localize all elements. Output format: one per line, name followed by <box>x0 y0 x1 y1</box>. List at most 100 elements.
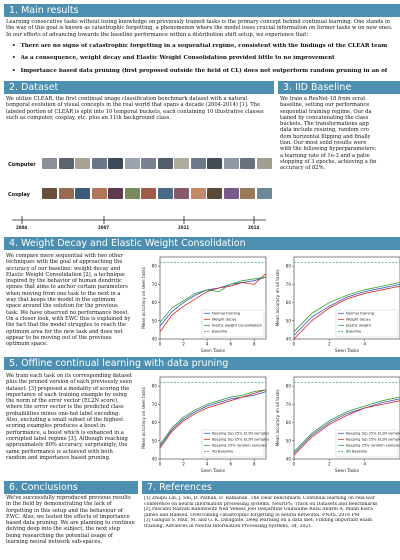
iid-line: We train a ResNet-18 from scrat <box>280 96 366 102</box>
dataset-thumbnail <box>42 188 57 199</box>
legend-entry: Baseline <box>212 330 228 334</box>
legend-entry: Elastic weight <box>346 324 372 328</box>
dataset-thumbnail <box>190 188 206 199</box>
section-header-pruning: 5. Offline continual learning with data … <box>4 357 400 370</box>
dataset-thumbnail <box>124 158 140 169</box>
series-line <box>159 389 267 449</box>
x-tick-label: 0 <box>159 342 162 347</box>
y-tick-label: 80 <box>286 264 292 269</box>
y-tick-label: 40 <box>152 457 158 462</box>
x-axis-label: Seen Tasks <box>335 348 360 353</box>
weight-decay-text: We compare mere sequential with two othe… <box>6 253 131 348</box>
x-axis-label: Seen Tasks <box>335 468 360 473</box>
legend <box>335 429 399 458</box>
dataset-text: We utilize CLEAR, the first continual im… <box>6 96 264 121</box>
iid-line: accuracy of 82%. <box>280 165 326 172</box>
legend-entry: Keeping 25% random samples <box>212 444 267 448</box>
timeline <box>12 216 266 224</box>
dataset-thumbnail <box>256 188 272 199</box>
dataset-thumbnail <box>207 188 222 199</box>
x-tick-label: 4 <box>206 342 209 347</box>
main-results-bullet-2: As a consequence, weight decay and Elast… <box>12 55 400 61</box>
legend <box>335 309 399 338</box>
plot-frame <box>293 376 400 460</box>
dataset-thumbnail <box>223 158 239 169</box>
series-line <box>159 276 267 327</box>
iid-text: We train a ResNet-18 from scrat baseline,… <box>280 96 400 172</box>
x-tick-label: 4 <box>363 342 366 347</box>
section-header-iid-baseline: 3. IID Baseline <box>278 81 400 94</box>
reference-line: [1] Zhiqiu Lin, J. Shi, D. Pathak, D. Ra… <box>144 496 375 501</box>
section-header-references: 7. References <box>142 481 400 494</box>
series-line <box>293 285 400 340</box>
y-tick-label: 60 <box>286 420 292 425</box>
x-tick-label: 0 <box>293 462 296 467</box>
dataset-thumbnail <box>58 158 74 169</box>
references-list: [1] Zhiqiu Lin, J. Shi, D. Pathak, D. Ra… <box>144 496 400 530</box>
legend-entry: Keeping 25% random samples <box>346 444 400 448</box>
iid-line: tion. Our most solid results were <box>280 140 367 147</box>
x-tick-label: 0 <box>159 462 162 467</box>
dataset-thumbnail <box>141 158 156 169</box>
section-header-conclusions: 6. Conclusions <box>4 481 138 494</box>
section-header-dataset: 2. Dataset <box>4 81 274 94</box>
series-line <box>159 273 267 332</box>
x-tick-label: 8 <box>253 342 256 347</box>
x-tick-label: 8 <box>253 462 256 467</box>
x-tick-label: 6 <box>229 462 232 467</box>
reference-line: conference on neural information process… <box>144 501 378 507</box>
dataset-thumbnail <box>190 158 206 169</box>
x-axis-label: Seen Tasks <box>201 468 226 473</box>
y-tick-label: 70 <box>152 402 158 407</box>
iid-line: dom horizontal flipping and finally <box>280 133 371 140</box>
legend-entry: Elastic weight consolidation <box>212 324 262 328</box>
y-axis-label: Mean accuracy on seen tasks <box>141 387 146 449</box>
y-tick-label: 50 <box>152 318 158 323</box>
iid-line: buckets. The transformations app <box>280 121 369 128</box>
legend-entry: IID Baseline <box>212 450 234 454</box>
year-2007: 2007 <box>98 225 110 230</box>
y-tick-label: 80 <box>286 384 292 389</box>
main-results-intro: Learning consecutive tasks without losin… <box>6 19 393 38</box>
y-tick-label: 70 <box>286 282 292 287</box>
main-results-bullet-1: There are no signs of catastrophic forge… <box>12 43 400 49</box>
pruning-text: We train each task on its corresponding … <box>6 373 132 461</box>
dataset-thumbnail <box>108 158 123 169</box>
x-tick-label: 2 <box>182 462 185 467</box>
section-header-main-results: 1. Main results <box>4 4 400 17</box>
y-axis-label: Mean accuracy on all tasks <box>275 390 280 447</box>
iid-line: baseline, setting our performance <box>280 102 370 109</box>
reference-line: training. Advances in Neural Information… <box>144 523 313 529</box>
plot-frame <box>293 256 400 340</box>
legend-entry: Keeping top 25% EL2N samples (w/o top 1%… <box>212 438 270 442</box>
y-tick-label: 50 <box>286 318 292 323</box>
y-tick-label: 70 <box>152 282 158 287</box>
dataset-thumbnail <box>256 158 272 169</box>
iid-line: a learning rate of 1e-3 and a patie <box>280 152 370 159</box>
y-tick-label: 80 <box>152 264 158 269</box>
x-tick-label: 6 <box>229 342 232 347</box>
y-tick-label: 50 <box>286 438 292 443</box>
x-tick-label: 2 <box>328 342 331 347</box>
dataset-thumbnail <box>75 188 90 199</box>
row-label-cosplay: Cosplay <box>8 192 30 198</box>
main-results-bullet-3: Importance based data pruning (first pro… <box>12 68 400 74</box>
series-line <box>159 276 267 323</box>
legend-entry: Keeping top 25% EL2N samples <box>212 432 269 436</box>
conclusions-text: We've successfully reproduced previous r… <box>6 495 135 546</box>
y-axis-label: Mean accuracy on all tasks <box>275 270 280 327</box>
legend-entry: Weight decay <box>346 318 371 322</box>
x-tick-label: 4 <box>206 462 209 467</box>
reference-line: [2] Pascanu Razvan Rabinowitz Neil Venes… <box>144 507 373 513</box>
dataset-thumbnail <box>91 188 107 199</box>
legend-entry: Normal training <box>346 312 374 316</box>
y-tick-label: 70 <box>286 402 292 407</box>
dataset-thumbnail <box>157 188 173 199</box>
y-tick-label: 40 <box>152 337 158 342</box>
iid-line: tained by concatenating the class <box>280 114 369 121</box>
y-tick-label: 40 <box>286 337 292 342</box>
legend-entry: Keeping top 25% EL2N samples <box>346 438 400 442</box>
plot-frame <box>159 376 267 460</box>
y-tick-label: 60 <box>152 420 158 425</box>
